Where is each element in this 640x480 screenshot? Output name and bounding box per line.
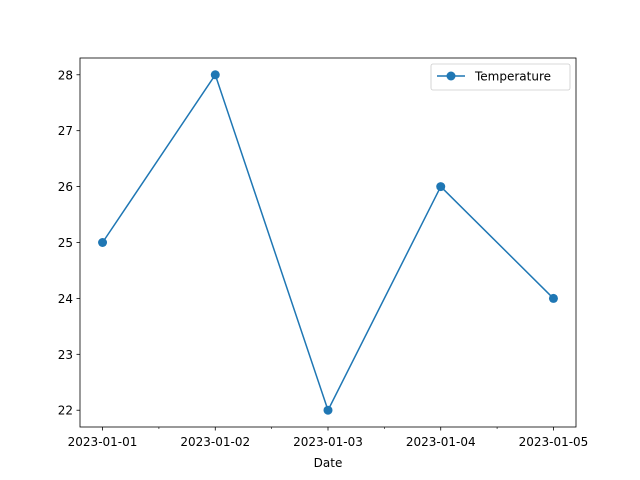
plot-frame [79, 57, 577, 428]
x-tick-label: 2023-01-02 [180, 435, 250, 449]
data-point [98, 238, 108, 247]
temperature-markers [98, 70, 558, 415]
y-tick-label: 28 [58, 68, 73, 82]
x-axis-label: Date [314, 456, 343, 470]
x-axis: 2023-01-01 2023-01-02 2023-01-03 2023-01-04… [68, 427, 589, 449]
y-tick-label: 25 [58, 236, 73, 250]
y-axis: 22 23 24 25 26 27 28 [58, 68, 80, 418]
y-tick-label: 23 [58, 348, 73, 362]
y-tick-label: 27 [58, 124, 73, 138]
y-tick-label: 22 [58, 404, 73, 418]
y-tick-label: 26 [58, 180, 73, 194]
data-point [210, 70, 220, 80]
y-tick-label: 24 [58, 292, 73, 306]
x-tick-label: 2023-01-05 [519, 435, 589, 449]
x-tick-label: 2023-01-03 [293, 435, 363, 449]
legend-marker-icon [446, 71, 456, 81]
legend-box [430, 63, 571, 91]
legend: Temperature [430, 63, 571, 91]
data-point [548, 293, 558, 303]
x-tick-label: 2023-01-04 [406, 435, 476, 449]
plot-area [80, 58, 576, 427]
x-tick-label: 2023-01-01 [68, 435, 138, 449]
data-point [436, 182, 446, 192]
data-point [323, 405, 333, 415]
legend-label: Temperature [474, 70, 551, 84]
